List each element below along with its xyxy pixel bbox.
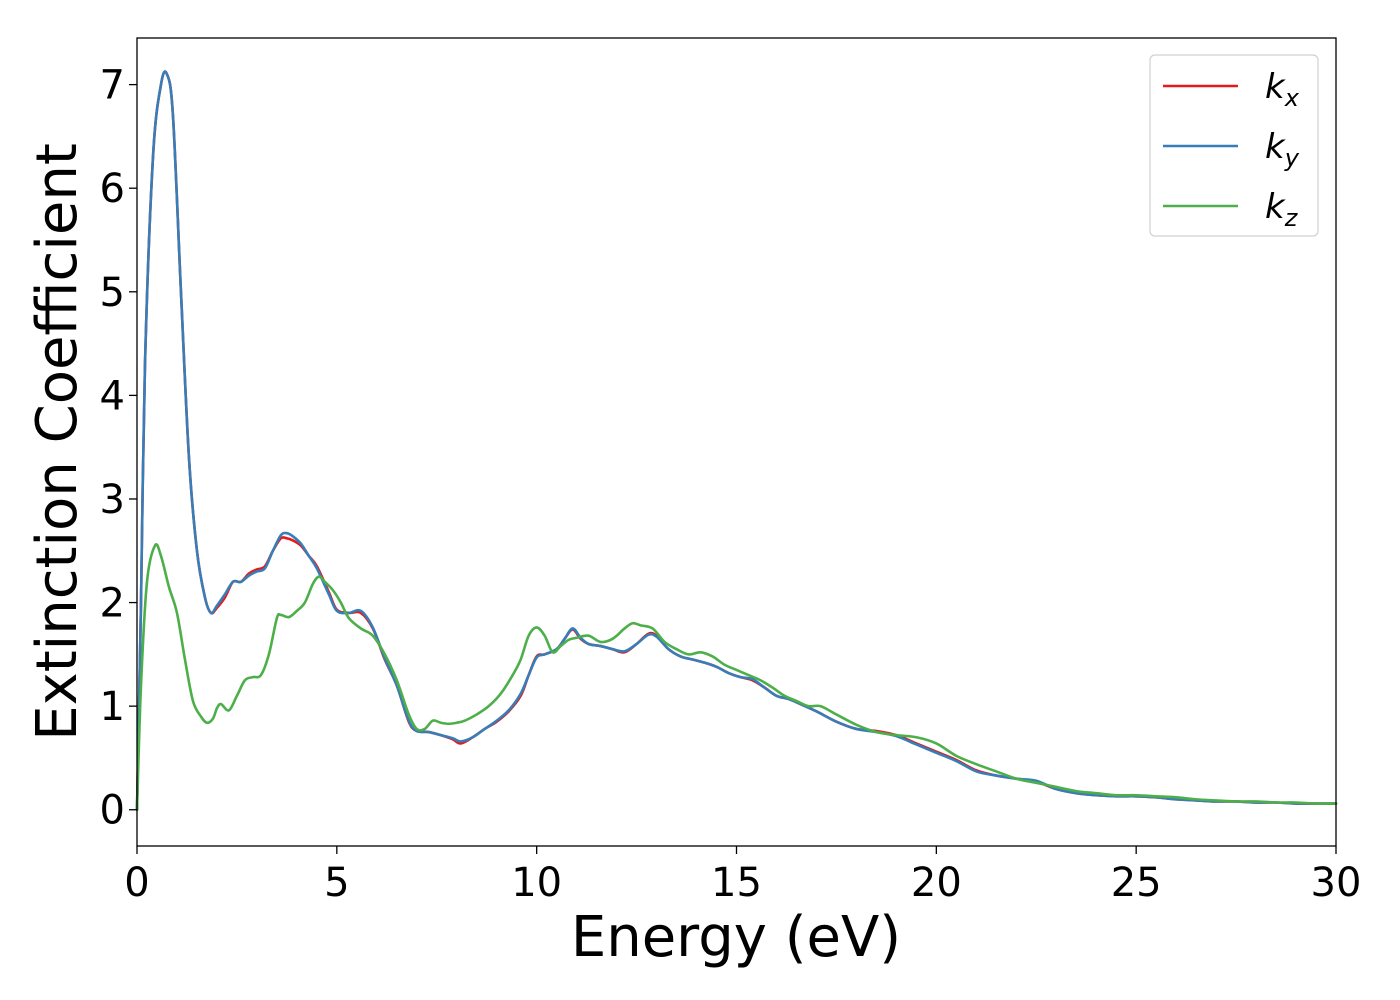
x-tick-label: 15 (711, 860, 762, 906)
series-layer (135, 70, 1338, 812)
x-tick-label: 0 (124, 860, 149, 906)
legend-label-subscript: y (1284, 144, 1300, 172)
legend-label-base: k (1265, 67, 1286, 107)
y-tick-label: 7 (100, 63, 125, 109)
y-tick-label: 5 (100, 270, 125, 316)
legend-label-y: ky (1265, 127, 1300, 172)
y-axis: 0 1 2 3 4 5 6 7 (100, 63, 137, 834)
y-tick-label: 0 (100, 788, 125, 834)
y-tick-label: 6 (100, 166, 125, 212)
x-tick-label: 10 (511, 860, 562, 906)
x-tick-label: 20 (911, 860, 962, 906)
x-tick-label: 25 (1111, 860, 1162, 906)
x-tick-label: 30 (1311, 860, 1362, 906)
legend-label-z: kz (1265, 187, 1299, 232)
legend-label-x: kx (1265, 67, 1300, 112)
y-tick-label: 4 (100, 373, 125, 419)
series-line-y (135, 70, 1338, 812)
y-tick-label: 2 (100, 581, 125, 627)
x-axis: 0 5 10 15 20 25 30 (124, 846, 1361, 906)
y-axis-title: Extinction Coefficient (25, 143, 90, 741)
y-tick-label: 3 (100, 477, 125, 523)
x-axis-title: Energy (eV) (571, 905, 901, 970)
legend-label-subscript: x (1284, 84, 1300, 112)
series-line-z (135, 543, 1338, 812)
legend-label-base: k (1265, 127, 1286, 167)
x-tick-label: 5 (324, 860, 349, 906)
y-tick-label: 1 (100, 684, 125, 730)
legend-label-base: k (1265, 187, 1286, 227)
legend-label-subscript: z (1284, 204, 1299, 232)
